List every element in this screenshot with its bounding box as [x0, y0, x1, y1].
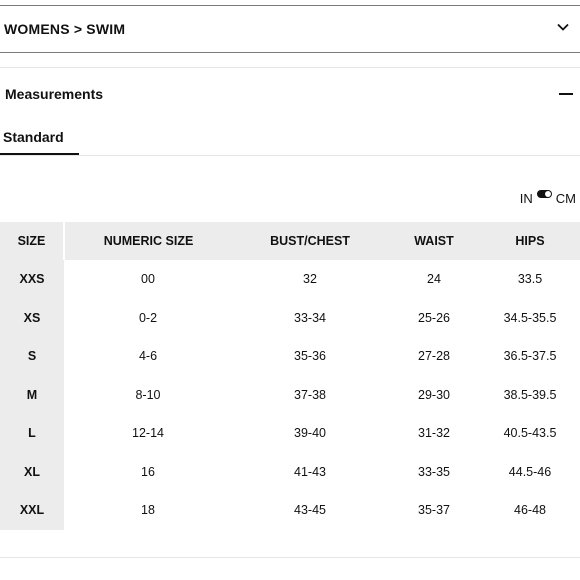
unit-cm-label: CM: [555, 190, 576, 206]
header-size: SIZE: [0, 222, 65, 260]
waist-cell: 33-35: [418, 464, 450, 479]
header-bust-chest: BUST/CHEST: [232, 222, 388, 260]
table-row: XXL 18 43-45 35-37 46-48: [0, 491, 580, 530]
tab-standard[interactable]: Standard: [3, 129, 64, 145]
bust-chest-cell: 39-40: [294, 426, 326, 441]
header-waist: WAIST: [388, 222, 480, 260]
switch-knob: [544, 191, 551, 197]
numeric-size-cell: 00: [141, 272, 155, 287]
collapse-minus-icon[interactable]: [559, 86, 573, 102]
bust-chest-cell: 35-36: [294, 349, 326, 364]
size-cell: XL: [0, 452, 64, 491]
tabs-divider: [0, 155, 580, 156]
waist-cell: 35-37: [418, 503, 450, 518]
hips-cell: 40.5-43.5: [503, 426, 557, 441]
unit-in-label: IN: [519, 190, 533, 206]
unit-toggle[interactable]: IN CM: [520, 188, 576, 208]
waist-cell: 25-26: [418, 310, 450, 325]
header-numeric-size: NUMERIC SIZE: [64, 222, 232, 260]
bust-chest-cell: 37-38: [294, 387, 326, 402]
size-cell: L: [0, 414, 64, 453]
table-header-row: SIZE NUMERIC SIZE BUST/CHEST WAIST HIPS: [0, 222, 580, 260]
waist-cell: 27-28: [418, 349, 450, 364]
bust-chest-cell: 33-34: [294, 310, 326, 325]
numeric-size-cell: 16: [141, 464, 155, 479]
bottom-divider: [0, 557, 580, 558]
numeric-size-cell: 8-10: [135, 387, 161, 402]
table-row: L 12-14 39-40 31-32 40.5-43.5: [0, 414, 580, 453]
size-cell: M: [0, 375, 64, 414]
numeric-size-cell: 12-14: [132, 426, 164, 441]
table-row: XXS 00 32 24 33.5: [0, 260, 580, 299]
tab-active-indicator: [0, 153, 79, 155]
bust-chest-cell: 41-43: [294, 464, 326, 479]
size-cell: XXS: [0, 260, 64, 299]
hips-cell: 36.5-37.5: [503, 349, 557, 364]
table-row: XS 0-2 33-34 25-26 34.5-35.5: [0, 298, 580, 337]
table-row: M 8-10 37-38 29-30 38.5-39.5: [0, 375, 580, 414]
hips-cell: 38.5-39.5: [503, 387, 557, 402]
hips-cell: 46-48: [514, 503, 546, 518]
numeric-size-cell: 4-6: [138, 349, 158, 364]
bust-chest-cell: 43-45: [294, 503, 326, 518]
numeric-size-cell: 18: [141, 503, 155, 518]
waist-cell: 29-30: [418, 387, 450, 402]
hips-cell: 34.5-35.5: [503, 310, 557, 325]
unit-switch[interactable]: [536, 190, 552, 198]
numeric-size-cell: 0-2: [138, 310, 158, 325]
size-cell: S: [0, 337, 64, 376]
category-accordion[interactable]: WOMENS > SWIM: [0, 5, 580, 53]
category-breadcrumb: WOMENS > SWIM: [4, 21, 126, 37]
table-row: S 4-6 35-36 27-28 36.5-37.5: [0, 337, 580, 376]
hips-cell: 33.5: [517, 272, 543, 287]
hips-cell: 44.5-46: [508, 464, 552, 479]
size-cell: XXL: [0, 491, 64, 530]
chevron-down-icon[interactable]: [556, 20, 570, 34]
size-cell: XS: [0, 298, 64, 337]
waist-cell: 24: [427, 272, 441, 287]
section-divider: [0, 67, 580, 68]
waist-cell: 31-32: [418, 426, 450, 441]
header-hips: HIPS: [480, 222, 580, 260]
table-row: XL 16 41-43 33-35 44.5-46: [0, 452, 580, 491]
measurements-title: Measurements: [5, 86, 104, 102]
size-chart-table: SIZE NUMERIC SIZE BUST/CHEST WAIST HIPS …: [0, 222, 580, 530]
bust-chest-cell: 32: [303, 272, 317, 287]
